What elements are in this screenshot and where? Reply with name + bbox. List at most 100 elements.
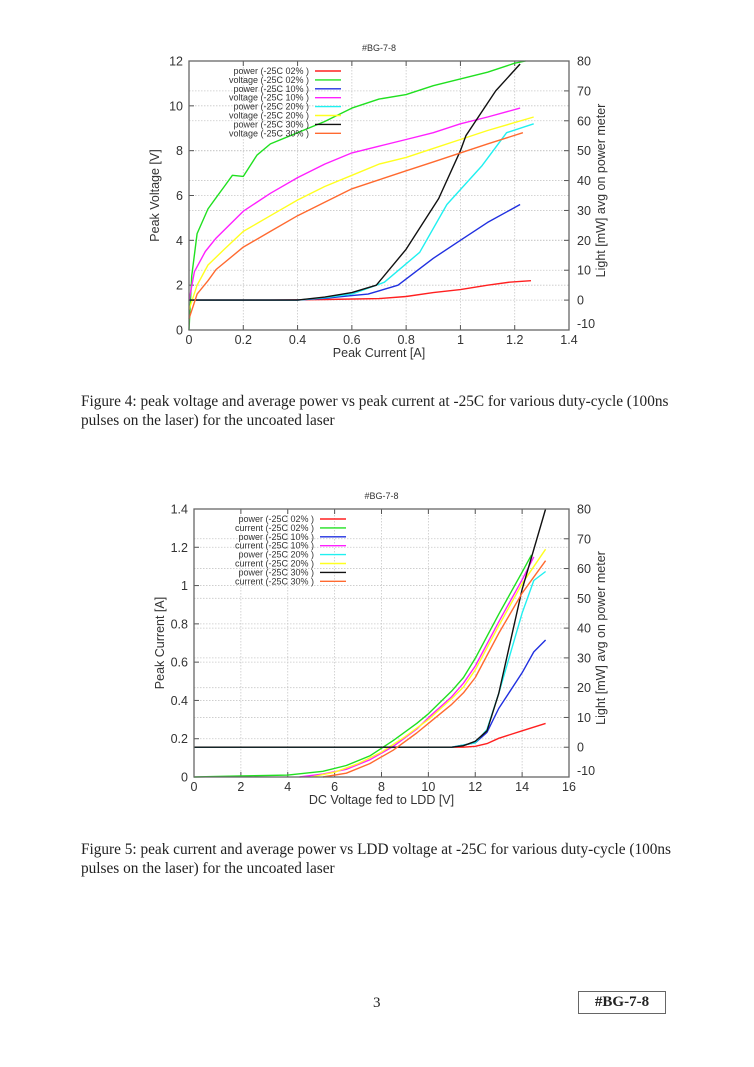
gridlines bbox=[189, 61, 569, 330]
y2-tick-label: 40 bbox=[577, 622, 591, 636]
page-number: 3 bbox=[373, 995, 381, 1011]
x-tick-label: 0.2 bbox=[235, 333, 252, 347]
y-tick-label: 0.4 bbox=[171, 694, 188, 708]
chart-title: #BG-7-8 bbox=[362, 43, 396, 53]
y-tick-label: 0 bbox=[176, 324, 183, 338]
y2-tick-label: 20 bbox=[577, 681, 591, 695]
x-tick-label: 0.6 bbox=[343, 333, 360, 347]
y-tick-label: 0.8 bbox=[171, 617, 188, 631]
y2-tick-label: 0 bbox=[577, 294, 584, 308]
x-tick-label: 1 bbox=[457, 333, 464, 347]
y2-tick-label: 50 bbox=[577, 592, 591, 606]
y2-tick-label: 30 bbox=[577, 204, 591, 218]
x-tick-label: 2 bbox=[237, 780, 244, 794]
y2-tick-label: 30 bbox=[577, 651, 591, 665]
x-tick-label: 0.4 bbox=[289, 333, 306, 347]
x-axis-label: Peak Current [A] bbox=[333, 346, 425, 360]
ticks: 0 2 4 6 8 10 12 14 16 0 0.2 0.4 0.6 0.8 1 1.2 1.4 -10 0 10 2… bbox=[171, 503, 596, 795]
chart-title: #BG-7-8 bbox=[364, 491, 398, 501]
legend-label-4: power (-25C 20% ) bbox=[238, 550, 314, 560]
legend-label-2: power (-25C 10% ) bbox=[238, 532, 314, 542]
document-tag: #BG-7-8 bbox=[578, 991, 666, 1014]
y2-tick-label: 70 bbox=[577, 532, 591, 546]
x-tick-label: 6 bbox=[331, 780, 338, 794]
y2-tick-label: -10 bbox=[577, 764, 595, 778]
x-tick-label: 0.8 bbox=[397, 333, 414, 347]
series-line-7 bbox=[188, 132, 524, 320]
y-tick-label: 8 bbox=[176, 144, 183, 158]
y2-tick-label: 20 bbox=[577, 234, 591, 248]
x-tick-label: 16 bbox=[562, 780, 576, 794]
legend-label-3: current (-25C 10% ) bbox=[235, 541, 314, 551]
series-line-7 bbox=[322, 560, 547, 778]
legend-label-7: current (-25C 30% ) bbox=[235, 576, 314, 586]
y2-tick-label: 80 bbox=[577, 55, 591, 69]
y-tick-label: 0.2 bbox=[171, 732, 188, 746]
y-axis-label: Peak Current [A] bbox=[153, 597, 167, 689]
chart-peak-current-vs-ldd-voltage: #BG-7-8 0 2 4 6 8 10 12 14 16 0 0.2 0.4 0.6 0.8 1 1.2 1.4… bbox=[153, 491, 608, 807]
y2-tick-label: 10 bbox=[577, 711, 591, 725]
x-tick-label: 0 bbox=[191, 780, 198, 794]
legend: power (-25C 02% )voltage (-25C 02% )powe… bbox=[229, 66, 341, 138]
y2-tick-label: -10 bbox=[577, 317, 595, 331]
legend-label-5: current (-25C 20% ) bbox=[235, 559, 314, 569]
series-line-2 bbox=[194, 639, 547, 748]
series-line-5 bbox=[311, 548, 547, 778]
chart-peak-voltage-vs-current: #BG-7-8 0 0.2 0.4 0.6 0.8 1 1.2 1.4 0 2 4 6 8 10 12 -10 0… bbox=[148, 43, 608, 360]
series-line-3 bbox=[188, 107, 521, 302]
y-tick-label: 1 bbox=[181, 579, 188, 593]
legend-label-5: voltage (-25C 20% ) bbox=[229, 111, 309, 121]
y2-axis-label: Light [mW] avg on power meter bbox=[594, 551, 608, 725]
x-tick-label: 1.2 bbox=[506, 333, 523, 347]
y2-tick-label: 60 bbox=[577, 562, 591, 576]
y2-tick-label: 0 bbox=[577, 741, 584, 755]
y-tick-label: 10 bbox=[169, 99, 183, 113]
series-group bbox=[193, 508, 547, 778]
y2-tick-label: 70 bbox=[577, 84, 591, 98]
series-line-2 bbox=[189, 203, 521, 301]
x-tick-label: 14 bbox=[515, 780, 529, 794]
y2-tick-label: 60 bbox=[577, 114, 591, 128]
x-tick-label: 4 bbox=[284, 780, 291, 794]
y-tick-label: 6 bbox=[176, 189, 183, 203]
gridlines bbox=[194, 509, 569, 777]
y-tick-label: 4 bbox=[176, 234, 183, 248]
legend-label-6: power (-25C 30% ) bbox=[233, 119, 309, 129]
series-line-6 bbox=[194, 508, 547, 748]
y-axis-label: Peak Voltage [V] bbox=[148, 149, 162, 241]
figure-5-caption: Figure 5: peak current and average power… bbox=[81, 841, 672, 877]
ticks: 0 0.2 0.4 0.6 0.8 1 1.2 1.4 0 2 4 6 8 10 12 -10 0 10 20 30 4… bbox=[169, 55, 595, 348]
y2-tick-label: 80 bbox=[577, 503, 591, 517]
plot-frame bbox=[193, 508, 570, 778]
series-line-6 bbox=[189, 63, 521, 301]
x-tick-label: 1.4 bbox=[560, 333, 577, 347]
legend-label-1: current (-25C 02% ) bbox=[235, 523, 314, 533]
legend-label-3: voltage (-25C 10% ) bbox=[229, 93, 309, 103]
legend-label-0: power (-25C 02% ) bbox=[233, 66, 309, 76]
y-tick-label: 12 bbox=[169, 55, 183, 69]
legend-label-1: voltage (-25C 02% ) bbox=[229, 75, 309, 85]
legend-label-2: power (-25C 10% ) bbox=[233, 84, 309, 94]
y2-tick-label: 50 bbox=[577, 144, 591, 158]
legend-label-7: voltage (-25C 30% ) bbox=[229, 128, 309, 138]
x-tick-label: 0 bbox=[186, 333, 193, 347]
figure-4-caption: Figure 4: peak voltage and average power… bbox=[81, 393, 669, 429]
y-tick-label: 1.4 bbox=[171, 503, 188, 517]
x-tick-label: 10 bbox=[421, 780, 435, 794]
y2-tick-label: 40 bbox=[577, 174, 591, 188]
series-line-1 bbox=[188, 60, 526, 331]
figure-4: #BG-7-8 0 0.2 0.4 0.6 0.8 1 1.2 1.4 0 2 4 6 8 10 12 -10 0… bbox=[0, 0, 754, 385]
series-group bbox=[188, 60, 534, 331]
legend: power (-25C 02% )current (-25C 02% )powe… bbox=[235, 514, 346, 586]
series-line-0 bbox=[194, 722, 546, 748]
plot-frame bbox=[188, 60, 570, 331]
y-tick-label: 0 bbox=[181, 771, 188, 785]
x-tick-label: 12 bbox=[468, 780, 482, 794]
series-line-5 bbox=[188, 116, 534, 311]
x-axis-label: DC Voltage fed to LDD [V] bbox=[309, 793, 454, 807]
series-line-3 bbox=[299, 556, 535, 778]
y-tick-label: 2 bbox=[176, 279, 183, 293]
legend-label-0: power (-25C 02% ) bbox=[238, 514, 314, 524]
legend-label-6: power (-25C 30% ) bbox=[238, 567, 314, 577]
y2-axis-label: Light [mW] avg on power meter bbox=[594, 104, 608, 278]
